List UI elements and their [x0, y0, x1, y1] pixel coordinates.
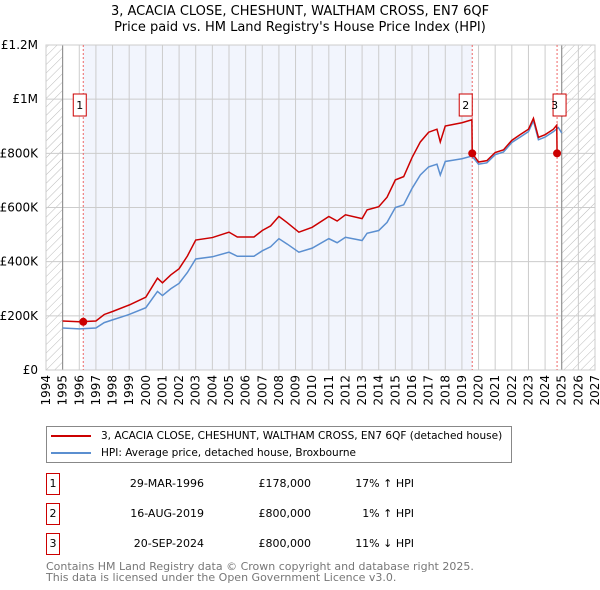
x-tick-label: 2025: [555, 375, 569, 406]
x-tick-label: 2004: [205, 375, 219, 406]
sale-label: 2: [462, 99, 469, 112]
x-tick-label: 1994: [39, 375, 53, 406]
y-tick-label: £1M: [12, 92, 38, 106]
chart-subtitle: Price paid vs. HM Land Registry's House …: [114, 20, 486, 35]
chart-title: 3, ACACIA CLOSE, CHESHUNT, WALTHAM CROSS…: [110, 4, 490, 19]
x-tick-label: 2024: [538, 375, 552, 406]
price-chart: 1994 1995 1996 1997 1998 1999 2000 2001 2002 2003…: [0, 38, 600, 406]
legend-property: 3, ACACIA CLOSE, CHESHUNT, WALTHAM CROSS…: [101, 430, 503, 442]
blue-line-swatch: [51, 452, 91, 454]
series-line: [62, 116, 559, 323]
y-tick-label: £400K: [0, 255, 39, 269]
y-tick-label: £1.2M: [1, 38, 38, 52]
x-tick-label: 2019: [455, 375, 469, 406]
x-tick-label: 1999: [122, 375, 136, 406]
x-tick-label: 1998: [106, 375, 120, 406]
x-tick-label: 1996: [72, 375, 86, 406]
x-tick-label: 2026: [571, 375, 585, 406]
x-tick-label: 2016: [405, 375, 419, 406]
sale-label-box: [72, 93, 87, 117]
sale-date: 16-AUG-2019: [130, 507, 204, 520]
x-tick-label: 2003: [189, 375, 203, 406]
x-tick-label: 2021: [488, 375, 502, 406]
footer-line2: This data is licensed under the Open Gov…: [46, 571, 397, 584]
sale-row: 2 16-AUG-2019 £800,000 1% ↑ HPI: [46, 503, 446, 525]
x-tick-label: 2020: [472, 375, 486, 406]
x-tick-label: 2015: [388, 375, 402, 406]
y-tick-label: £0: [23, 363, 38, 377]
footer: Contains HM Land Registry data © Crown c…: [46, 561, 474, 583]
legend-hpi: HPI: Average price, detached house, Brox…: [101, 447, 356, 459]
sale-number: 2: [46, 503, 60, 525]
y-tick-label: £800K: [0, 146, 39, 160]
sale-point: [468, 149, 477, 158]
x-tick-label: 2008: [272, 375, 286, 406]
sale-date: 29-MAR-1996: [129, 477, 204, 490]
x-tick-label: 2006: [239, 375, 253, 406]
sale-price: £800,000: [258, 507, 312, 520]
sale-number: 3: [46, 533, 60, 555]
x-tick-label: 2007: [255, 375, 269, 406]
x-tick-label: 1997: [89, 375, 103, 406]
sale-label: 3: [551, 99, 558, 112]
sale-number: 1: [46, 473, 60, 495]
x-tick-label: 2009: [289, 375, 303, 406]
x-tick-label: 1995: [56, 375, 70, 406]
sale-hpi-diff: 11% ↓ HPI: [355, 537, 414, 550]
sale-price: £800,000: [258, 537, 312, 550]
y-tick-label: £200K: [0, 309, 39, 323]
x-tick-label: 2023: [521, 375, 535, 406]
legend: 3, ACACIA CLOSE, CHESHUNT, WALTHAM CROSS…: [46, 426, 512, 463]
sale-point: [553, 149, 562, 158]
sale-date: 20-SEP-2024: [133, 537, 204, 550]
x-tick-label: 2027: [588, 375, 600, 406]
x-tick-label: 2014: [372, 375, 386, 406]
footer-line1: Contains HM Land Registry data © Crown c…: [46, 560, 474, 573]
sale-row: 1 29-MAR-1996 £178,000 17% ↑ HPI: [46, 473, 446, 495]
x-tick-label: 2005: [222, 375, 236, 406]
sale-label-box: [458, 93, 473, 117]
y-tick-label: £600K: [0, 201, 39, 215]
sale-row: 3 20-SEP-2024 £800,000 11% ↓ HPI: [46, 533, 446, 555]
sale-price: £178,000: [258, 477, 312, 490]
plot-border: [45, 44, 596, 371]
sale-hpi-diff: 17% ↑ HPI: [355, 477, 414, 490]
x-tick-label: 2017: [422, 375, 436, 406]
sale-hpi-diff: 1% ↑ HPI: [362, 507, 414, 520]
sale-point: [79, 317, 88, 326]
sale-label: 1: [76, 99, 83, 112]
x-tick-label: 2011: [322, 375, 336, 406]
x-tick-label: 2022: [505, 375, 519, 406]
x-tick-label: 2000: [139, 375, 153, 406]
red-line-swatch: [51, 435, 91, 437]
x-tick-label: 2010: [305, 375, 319, 406]
x-tick-label: 2002: [172, 375, 186, 406]
sale-label-box: [552, 93, 567, 117]
x-tick-label: 2018: [438, 375, 452, 406]
x-tick-label: 2013: [355, 375, 369, 406]
x-tick-label: 2001: [155, 375, 169, 406]
x-tick-label: 2012: [338, 375, 352, 406]
series-line: [62, 118, 563, 330]
